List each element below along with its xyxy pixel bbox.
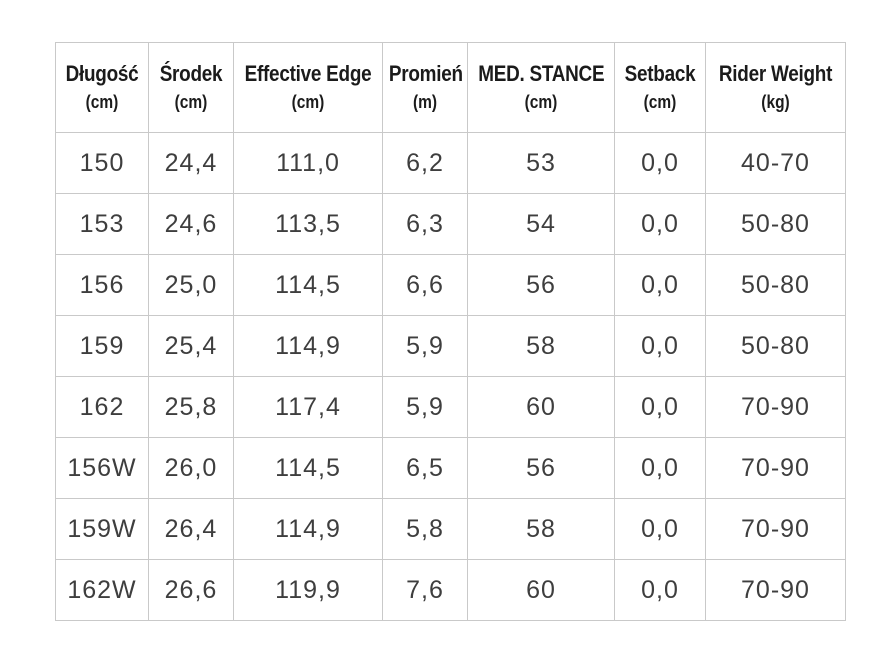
table-cell: 50-80: [705, 315, 846, 377]
table-cell: 70-90: [705, 376, 846, 438]
table-cell: 159W: [55, 498, 149, 560]
header-cell-srodek: Środek (cm): [148, 42, 234, 133]
table-cell: 0,0: [614, 559, 706, 621]
table-cell: 156W: [55, 437, 149, 499]
table-cell: 0,0: [614, 254, 706, 316]
table-row-159: 159 25,4 114,9 5,9 58 0,0 50-80: [55, 315, 846, 377]
table-row-162: 162 25,8 117,4 5,9 60 0,0 70-90: [55, 376, 846, 438]
table-cell: 26,4: [148, 498, 234, 560]
table-cell: 111,0: [233, 132, 383, 194]
table-cell: 0,0: [614, 132, 706, 194]
table-cell: 6,3: [382, 193, 468, 255]
table-cell: 24,6: [148, 193, 234, 255]
header-unit-dlugosc: (cm): [85, 92, 119, 113]
table-cell: 54: [467, 193, 615, 255]
table-row-159w: 159W 26,4 114,9 5,8 58 0,0 70-90: [55, 498, 846, 560]
table-cell: 114,5: [233, 254, 383, 316]
table-cell: 0,0: [614, 315, 706, 377]
table-cell: 7,6: [382, 559, 468, 621]
header-unit-promien: (m): [412, 92, 438, 113]
table-cell: 24,4: [148, 132, 234, 194]
header-cell-med-stance: MED. STANCE (cm): [467, 42, 615, 133]
table-cell: 6,2: [382, 132, 468, 194]
table-cell: 0,0: [614, 376, 706, 438]
header-label-dlugosc: Długość: [65, 61, 139, 86]
table-cell: 114,9: [233, 315, 383, 377]
table-cell: 26,0: [148, 437, 234, 499]
header-unit-srodek: (cm): [174, 92, 208, 113]
table-cell: 70-90: [705, 437, 846, 499]
table-cell: 70-90: [705, 559, 846, 621]
header-unit-effective-edge: (cm): [291, 92, 325, 113]
header-cell-effective-edge: Effective Edge (cm): [233, 42, 383, 133]
header-cell-setback: Setback (cm): [614, 42, 706, 133]
table-cell: 58: [467, 315, 615, 377]
table-cell: 0,0: [614, 437, 706, 499]
header-unit-med-stance: (cm): [524, 92, 558, 113]
header-label-promien: Promień: [388, 61, 463, 86]
table-row-150: 150 24,4 111,0 6,2 53 0,0 40-70: [55, 132, 846, 194]
table-cell: 162W: [55, 559, 149, 621]
table-cell: 153: [55, 193, 149, 255]
table-cell: 53: [467, 132, 615, 194]
table-cell: 114,5: [233, 437, 383, 499]
snowboard-spec-table: Długość (cm) Środek (cm) Effective Edge …: [55, 42, 846, 621]
table-cell: 60: [467, 559, 615, 621]
table-row-156: 156 25,0 114,5 6,6 56 0,0 50-80: [55, 254, 846, 316]
table-cell: 114,9: [233, 498, 383, 560]
table-row-153: 153 24,6 113,5 6,3 54 0,0 50-80: [55, 193, 846, 255]
header-label-srodek: Środek: [159, 61, 223, 86]
table-cell: 25,0: [148, 254, 234, 316]
table-cell: 6,5: [382, 437, 468, 499]
table-cell: 50-80: [705, 254, 846, 316]
table-cell: 6,6: [382, 254, 468, 316]
header-cell-promien: Promień (m): [382, 42, 468, 133]
table-cell: 60: [467, 376, 615, 438]
table-cell: 150: [55, 132, 149, 194]
table-row-156w: 156W 26,0 114,5 6,5 56 0,0 70-90: [55, 437, 846, 499]
table-cell: 56: [467, 254, 615, 316]
header-cell-dlugosc: Długość (cm): [55, 42, 149, 133]
header-row: Długość (cm) Środek (cm) Effective Edge …: [55, 42, 846, 133]
table-cell: 156: [55, 254, 149, 316]
table-cell: 5,8: [382, 498, 468, 560]
table-cell: 56: [467, 437, 615, 499]
table-cell: 58: [467, 498, 615, 560]
table-cell: 70-90: [705, 498, 846, 560]
table-cell: 50-80: [705, 193, 846, 255]
table-cell: 40-70: [705, 132, 846, 194]
table-cell: 117,4: [233, 376, 383, 438]
header-cell-rider-weight: Rider Weight (kg): [705, 42, 846, 133]
header-label-rider-weight: Rider Weight: [718, 61, 833, 86]
table-cell: 25,4: [148, 315, 234, 377]
table-cell: 162: [55, 376, 149, 438]
header-unit-setback: (cm): [643, 92, 677, 113]
table-cell: 159: [55, 315, 149, 377]
table-row-162w: 162W 26,6 119,9 7,6 60 0,0 70-90: [55, 559, 846, 621]
header-unit-rider-weight: (kg): [761, 92, 790, 113]
table-cell: 5,9: [382, 376, 468, 438]
table-cell: 119,9: [233, 559, 383, 621]
table-cell: 25,8: [148, 376, 234, 438]
table-cell: 5,9: [382, 315, 468, 377]
header-label-setback: Setback: [624, 61, 696, 86]
table-cell: 0,0: [614, 193, 706, 255]
table-cell: 0,0: [614, 498, 706, 560]
header-label-med-stance: MED. STANCE: [478, 61, 605, 86]
table-cell: 113,5: [233, 193, 383, 255]
header-label-effective-edge: Effective Edge: [244, 61, 372, 86]
table-cell: 26,6: [148, 559, 234, 621]
